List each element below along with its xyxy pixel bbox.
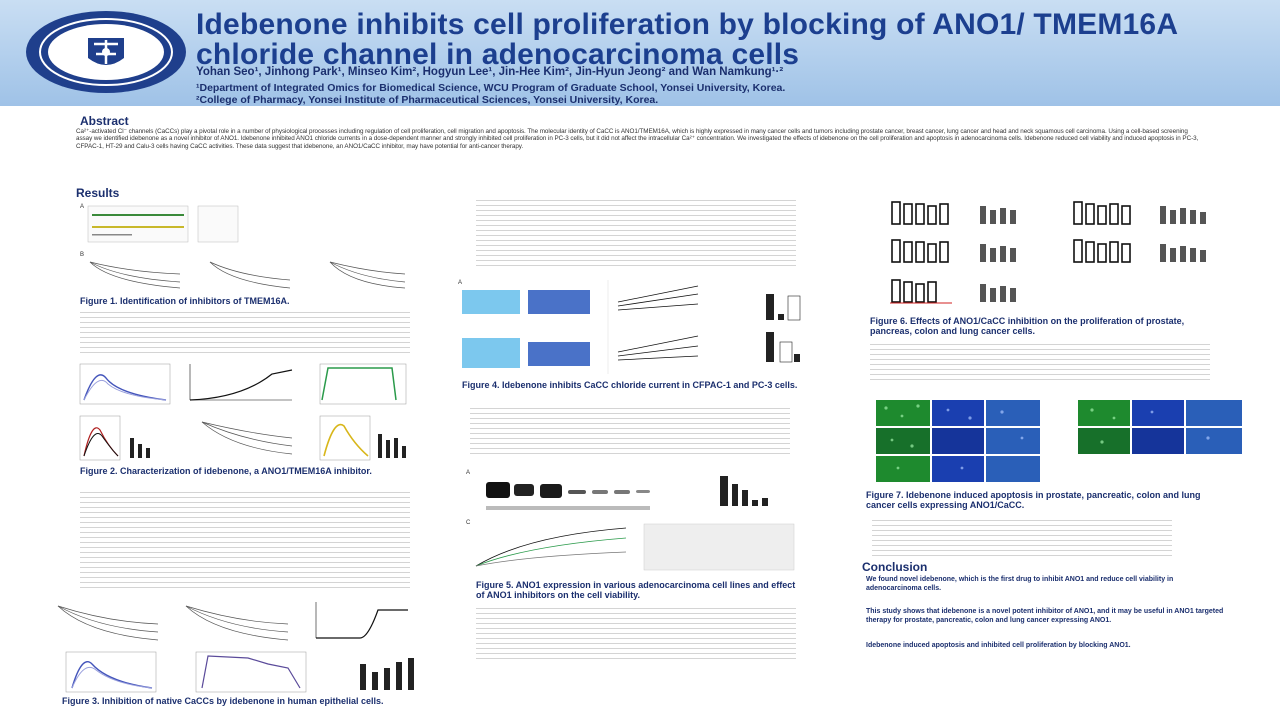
figure-1-caption: Figure 1. Identification of inhibitors o… [80, 296, 290, 306]
figure-6-panels [890, 201, 1206, 304]
figure-7-micrographs [876, 400, 1242, 482]
figure-4-caption: Figure 4. Idebenone inhibits CaCC chlori… [462, 380, 798, 390]
figure-4-legend-text [470, 404, 790, 456]
svg-text:A: A [80, 204, 84, 210]
figure-4-panels: A [458, 280, 801, 374]
figure-1-panels: A B [80, 204, 406, 289]
figure-6-legend-text [870, 340, 1210, 384]
abstract-heading: Abstract [80, 114, 129, 128]
figure-2-caption: Figure 2. Characterization of idebenone,… [80, 466, 372, 476]
figure-7-legend-text [872, 516, 1172, 556]
results-paragraph-1 [476, 196, 796, 268]
figure-5-legend-text [476, 604, 796, 662]
poster-header: Idebenone inhibits cell proliferation by… [0, 0, 1280, 106]
university-seal-logo [26, 11, 186, 93]
figure-3-caption: Figure 3. Inhibition of native CaCCs by … [62, 696, 384, 706]
figure-2-panels [79, 363, 407, 461]
figure-1-legend-text [80, 308, 410, 356]
conclusion-lead: We found novel idebenone, which is the f… [866, 576, 1174, 592]
conclusion-body: This study shows that idebenone is a nov… [866, 608, 1224, 624]
figure-5-panels: A C [466, 470, 795, 571]
results-heading: Results [76, 186, 120, 200]
svg-text:A: A [458, 280, 462, 286]
conclusion-highlight: Idebenone induced apoptosis and inhibite… [866, 642, 1131, 649]
svg-text:B: B [80, 252, 84, 258]
figure-7-caption: Figure 7. Idebenone induced apoptosis in… [866, 490, 1201, 510]
svg-text:C: C [466, 520, 471, 526]
figure-5-caption: Figure 5. ANO1 expression in various ade… [476, 580, 796, 600]
poster-title: Idebenone inhibits cell proliferation by… [196, 8, 1178, 71]
affiliation-2: ²College of Pharmacy, Yonsei Institute o… [196, 94, 659, 106]
abstract-text: Ca²⁺-activated Cl⁻ channels (CaCCs) play… [76, 128, 1199, 150]
figure-3-panels [57, 602, 414, 693]
figure-6-caption: Figure 6. Effects of ANO1/CaCC inhibitio… [870, 316, 1185, 336]
figure-2-legend-text [80, 488, 410, 592]
svg-text:A: A [466, 470, 470, 476]
author-list: Yohan Seo¹, Jinhong Park¹, Minseo Kim², … [196, 66, 784, 78]
affiliation-1: ¹Department of Integrated Omics for Biom… [196, 82, 786, 94]
conclusion-heading: Conclusion [862, 560, 928, 574]
